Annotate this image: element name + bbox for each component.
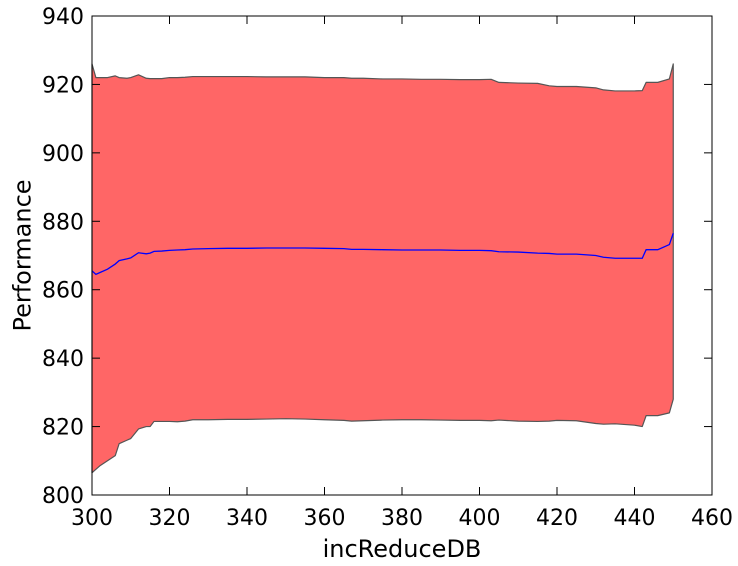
y-axis-label: Performance (8, 179, 36, 331)
y-tick-label: 900 (42, 142, 84, 167)
x-tick-label: 340 (226, 506, 268, 531)
x-tick-label: 440 (614, 506, 656, 531)
y-tick-label: 940 (42, 5, 84, 30)
x-tick-label: 420 (536, 506, 578, 531)
y-tick-label: 840 (42, 347, 84, 372)
plot-area: 300 320 340 360 380 400 420 440 460 800 820 840 860 8… (42, 5, 733, 531)
confidence-band (91, 63, 674, 474)
y-tick-label: 820 (42, 416, 84, 441)
y-tick-label: 880 (42, 210, 84, 235)
x-tick-label: 320 (149, 506, 191, 531)
x-tick-label: 400 (459, 506, 501, 531)
x-tick-label: 460 (691, 506, 733, 531)
y-tick-label: 800 (42, 484, 84, 509)
x-axis-label: incReduceDB (323, 535, 482, 563)
x-tick-label: 300 (71, 506, 113, 531)
x-tick-label: 380 (381, 506, 423, 531)
y-tick-label: 860 (42, 279, 84, 304)
x-tick-label: 360 (304, 506, 346, 531)
mean-line (91, 233, 674, 276)
y-tick-label: 920 (42, 73, 84, 98)
